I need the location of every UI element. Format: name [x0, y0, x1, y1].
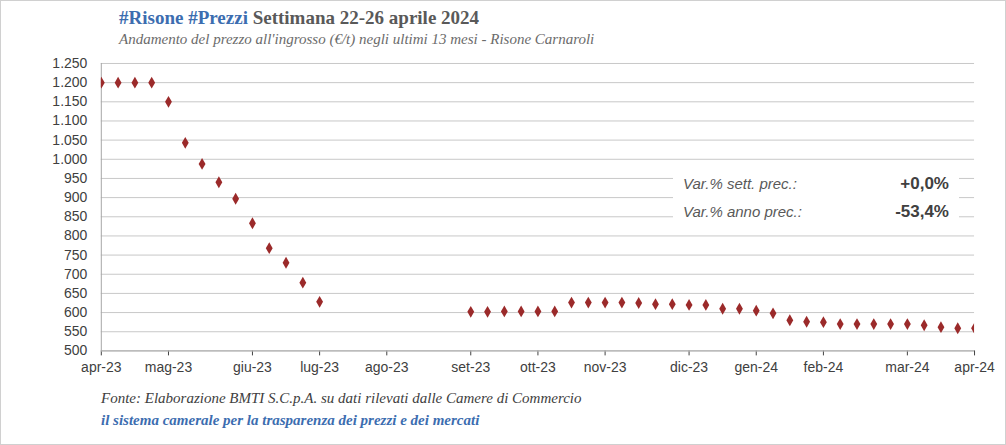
- svg-text:800: 800: [64, 227, 88, 243]
- svg-text:dic-23: dic-23: [670, 359, 708, 375]
- svg-text:1.050: 1.050: [52, 132, 87, 148]
- svg-text:1.250: 1.250: [52, 55, 87, 71]
- svg-text:500: 500: [64, 342, 88, 358]
- html-text:Fonte: Elaborazione BMTI S.C.p: Fonte: Elaborazione BMTI S.C.p.A. su dat…: [101, 390, 582, 407]
- svg-text:600: 600: [64, 304, 88, 320]
- svg-text:1.150: 1.150: [52, 93, 87, 109]
- svg-text:1.200: 1.200: [52, 74, 87, 90]
- html-text:Var.% sett. prec.:: Var.% sett. prec.:: [683, 175, 797, 192]
- html-text:Andamento del prezzo all'ingro: Andamento del prezzo all'ingrosso (€/t) …: [119, 31, 595, 47]
- svg-text:gen-24: gen-24: [734, 359, 778, 375]
- html-text:-53,4%: -53,4%: [895, 202, 949, 221]
- svg-text:ago-23: ago-23: [365, 359, 409, 375]
- svg-text:giu-23: giu-23: [233, 359, 272, 375]
- svg-text:850: 850: [64, 208, 88, 224]
- svg-text:feb-24: feb-24: [804, 359, 844, 375]
- svg-text:mag-23: mag-23: [145, 359, 193, 375]
- svg-text:set-23: set-23: [451, 359, 490, 375]
- svg-text:950: 950: [64, 170, 88, 186]
- svg-text:550: 550: [64, 323, 88, 339]
- svg-text:900: 900: [64, 189, 88, 205]
- svg-text:nov-23: nov-23: [584, 359, 627, 375]
- svg-text:650: 650: [64, 285, 88, 301]
- svg-text:lug-23: lug-23: [300, 359, 339, 375]
- html-text:il sistema camerale per la tra: il sistema camerale per la trasparenza d…: [101, 412, 480, 429]
- html-text:#Risone #Prezzi Settimana 22-2: #Risone #Prezzi Settimana 22-26 aprile 2…: [119, 7, 480, 28]
- svg-text:750: 750: [64, 247, 88, 263]
- svg-text:1.000: 1.000: [52, 151, 87, 167]
- svg-text:ott-23: ott-23: [520, 359, 556, 375]
- svg-text:apr-23: apr-23: [81, 359, 122, 375]
- svg-text:apr-24: apr-24: [954, 359, 995, 375]
- svg-text:1.100: 1.100: [52, 112, 87, 128]
- html-text:Var.% anno prec.:: Var.% anno prec.:: [683, 203, 802, 220]
- svg-text:700: 700: [64, 266, 88, 282]
- html-text:+0,0%: +0,0%: [900, 174, 949, 193]
- svg-text:mar-24: mar-24: [885, 359, 929, 375]
